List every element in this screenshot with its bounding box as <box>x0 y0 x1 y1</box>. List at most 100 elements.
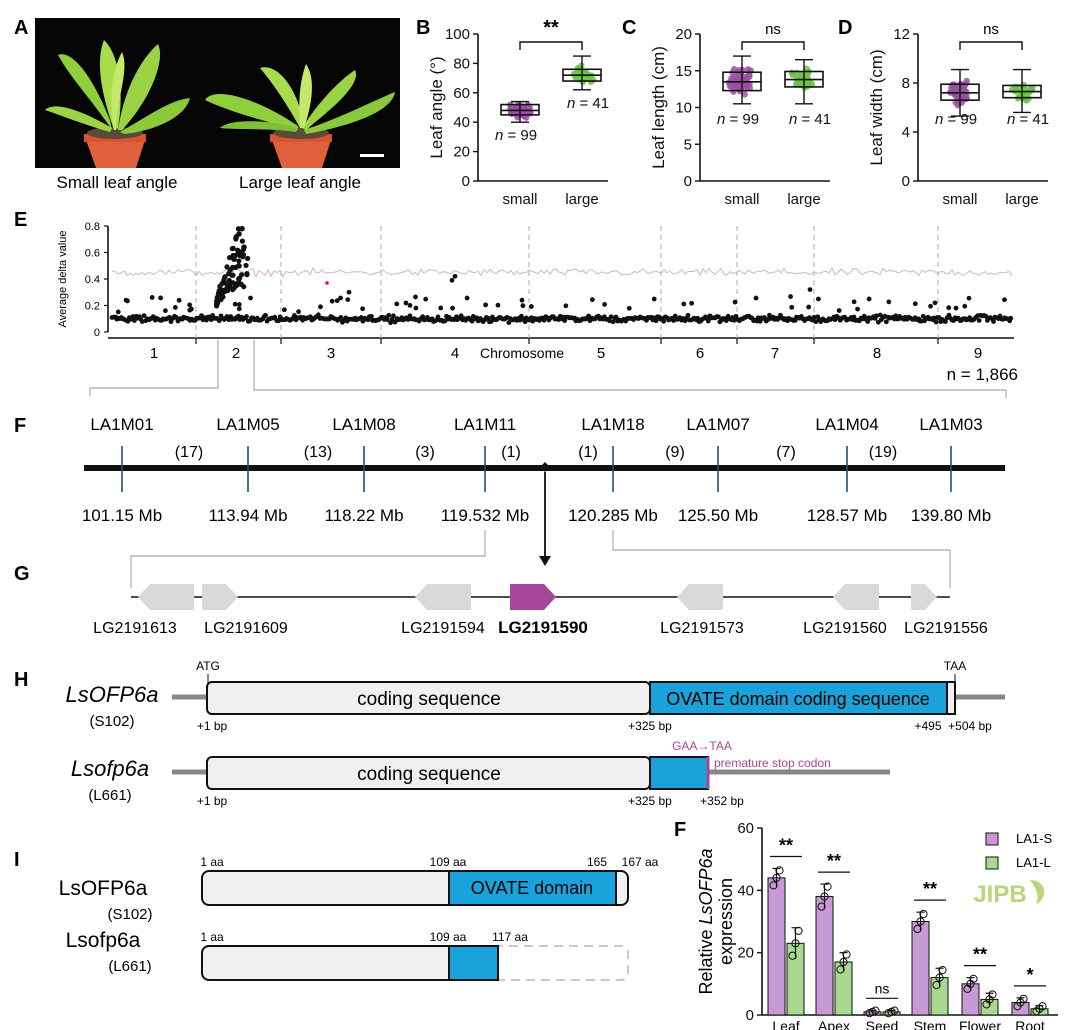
recombinant-count: (1) <box>501 444 521 461</box>
significance-label: ** <box>973 945 987 965</box>
snp-point <box>176 297 182 303</box>
marker-position: 128.57 Mb <box>807 506 887 525</box>
x-category-large: large <box>787 191 820 208</box>
y-tick-label: 5 <box>684 136 692 153</box>
y-tick-label: 100 <box>445 26 470 43</box>
snp-point <box>236 302 242 307</box>
snp-point-peak <box>224 264 230 270</box>
category-label-apex: Apex <box>818 1018 850 1030</box>
snp-point <box>438 305 444 311</box>
snp-point <box>943 319 948 324</box>
snp-point <box>610 319 616 325</box>
x-category-small: small <box>502 191 537 208</box>
marker-position: 118.22 Mb <box>324 506 403 525</box>
category-label-seed: Seed <box>866 1018 899 1030</box>
prot1-line: (S102) <box>107 906 152 923</box>
snp-point-peak <box>218 297 224 303</box>
delta-value-plot: 0 0.2 0.4 0.6 0.8 Average delta value 1 2 3 4 5 6 7 8… <box>57 221 1014 362</box>
candidate-gene-track: LG2191613 LG2191609 LG2191594 LG2191590 LG21… <box>93 584 988 637</box>
snp-point <box>149 295 155 300</box>
snp-point <box>141 313 147 319</box>
snp-point <box>464 295 470 301</box>
y-tick-label: 0.2 <box>85 301 100 313</box>
bar-LA1-S-Apex <box>815 896 834 1016</box>
snp-point-outlier <box>932 300 938 306</box>
replicate-point <box>794 926 803 935</box>
legend-swatch-LA1-S <box>985 832 999 846</box>
replicate-point <box>817 902 826 911</box>
recombinant-count: (17) <box>175 444 203 461</box>
marker-position: 139.80 Mb <box>911 506 991 525</box>
gene2-ovate-block <box>649 756 709 790</box>
gene1-coding-label: coding sequence <box>357 689 501 710</box>
y-tick-label: 10 <box>675 100 692 117</box>
y-tick-label: 12 <box>893 26 910 43</box>
threshold-line <box>111 266 1013 278</box>
snp-point-peak <box>237 249 243 256</box>
x-category-small: small <box>942 191 977 208</box>
snp-point-peak <box>230 280 236 286</box>
marker-label: LA1M11 <box>454 415 516 434</box>
recombinant-count: (7) <box>776 444 796 461</box>
marker-position: 125.50 Mb <box>678 506 758 525</box>
y-tick-label: 40 <box>737 882 754 899</box>
candidate-marker <box>540 462 550 472</box>
snp-point-peak <box>216 288 222 294</box>
y-tick-label: 20 <box>737 945 754 962</box>
snp-point <box>851 299 857 305</box>
small-angle-plant <box>45 40 190 168</box>
snp-point <box>685 312 691 318</box>
snp-point <box>912 301 918 307</box>
prot1-aa1: 1 aa <box>200 855 224 869</box>
snp-point <box>928 303 933 309</box>
snp-point <box>788 294 793 299</box>
snp-point <box>407 302 413 308</box>
marker-position: 119.532 Mb <box>441 506 530 525</box>
snp-point <box>689 300 695 306</box>
snp-point-peak <box>236 263 242 269</box>
snp-point <box>732 299 738 305</box>
replicate-point <box>769 881 778 890</box>
n-label-small: n = 99 <box>935 111 977 128</box>
significance-label: * <box>1026 965 1033 985</box>
prot1-aa109: 109 aa <box>430 855 467 869</box>
snp-point-peak <box>239 225 245 232</box>
prot2-ovate-domain <box>448 945 499 981</box>
snp-point <box>753 295 759 301</box>
bar-LA1-S-Stem <box>911 921 930 1016</box>
pointer-arrowhead <box>539 556 551 566</box>
gene1-bp504: +504 bp <box>948 719 992 733</box>
snp-point <box>762 315 767 320</box>
significance-bracket <box>959 41 1023 50</box>
snp-point <box>334 298 340 304</box>
recombinant-count: (9) <box>665 444 685 461</box>
snp-point <box>946 305 952 311</box>
snp-point <box>188 306 194 312</box>
fine-mapping-map: LA1M01 101.15 Mb LA1M05 113.94 Mb LA1M08 118.… <box>82 415 1005 588</box>
snp-point <box>811 314 817 320</box>
y-tick-label: 0.6 <box>85 248 100 260</box>
prot1-domain-label: OVATE domain <box>471 878 593 898</box>
y-tick-label: 60 <box>737 820 754 837</box>
panel-letter-e: E <box>14 209 27 231</box>
y-tick-label: 0 <box>902 173 910 190</box>
n-label-small: n = 99 <box>495 127 537 144</box>
snp-point <box>162 308 168 314</box>
snp-point-peak <box>239 238 245 244</box>
gene-arrow-LG2191560 <box>833 584 879 610</box>
snp-point <box>789 304 795 310</box>
snp-point-outlier <box>346 289 352 295</box>
expression-bar-chart: 0 20 40 60 Relative LsOFP6a expression Leaf ** A… <box>696 820 1058 1030</box>
caption-large-leaf-angle: Large leaf angle <box>239 173 361 192</box>
legend-swatch-LA1-L <box>985 856 999 870</box>
chromosome-label-4: 4 <box>451 345 459 362</box>
replicate-point <box>969 974 978 983</box>
points-large <box>570 62 597 86</box>
gene-label-LG2191594: LG2191594 <box>401 620 485 637</box>
panel-letter-c: C <box>622 17 636 39</box>
gene-arrow-LG2191594 <box>415 584 471 610</box>
n-label-large: n = 41 <box>1007 111 1049 128</box>
panel-letter-h: H <box>14 669 28 691</box>
